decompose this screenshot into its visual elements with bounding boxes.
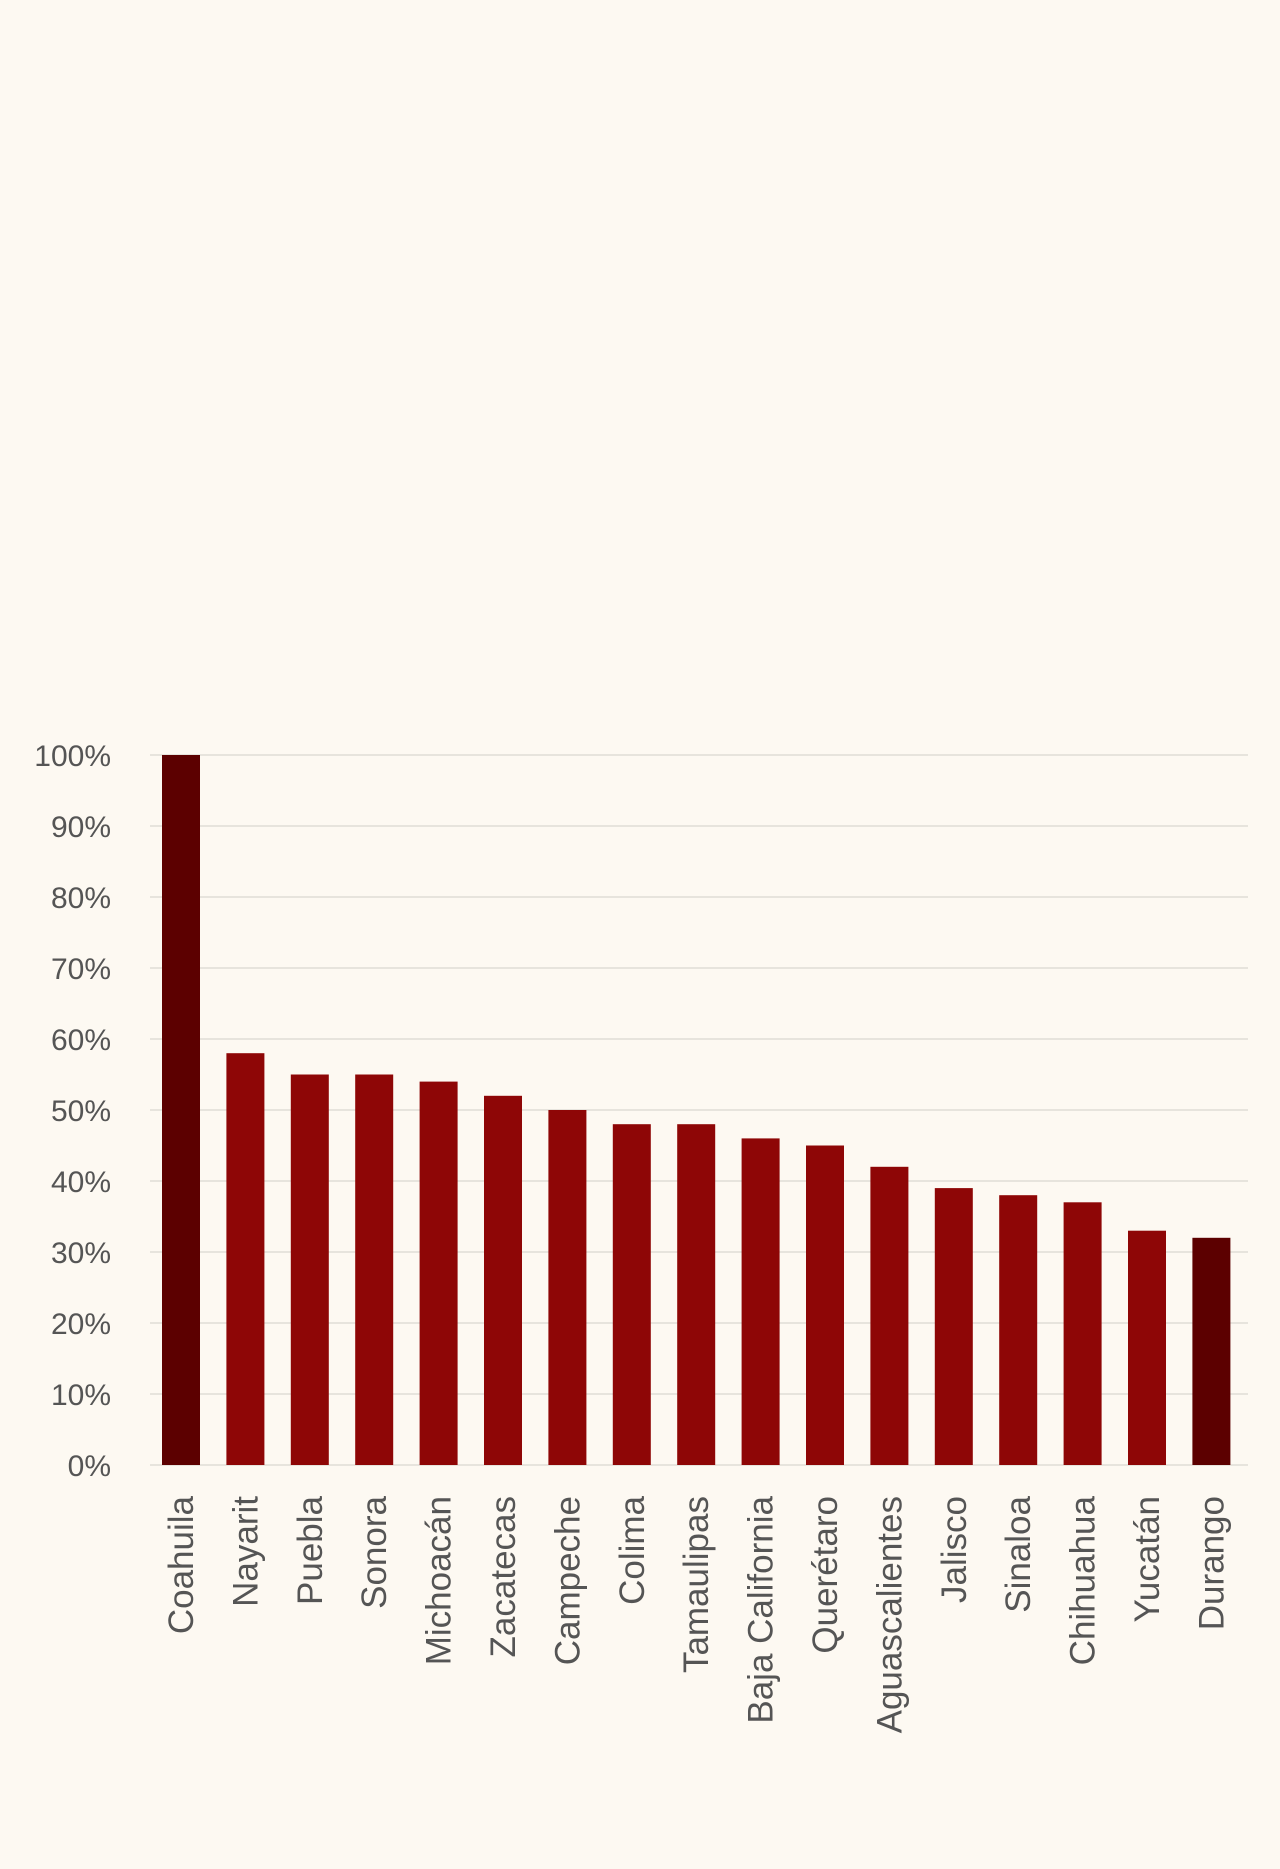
bar-durango (1192, 1237, 1231, 1465)
x-category-label-aguascalientes: Aguascalientes (870, 1496, 909, 1733)
bar-michoacán (419, 1081, 458, 1465)
y-tick-label-100: 100% (34, 740, 111, 773)
x-category-label-sonora: Sonora (355, 1495, 394, 1608)
bar-tamaulipas (677, 1124, 716, 1465)
x-category-label-baja-california: Baja California (742, 1495, 781, 1723)
y-tick-label-30: 30% (51, 1237, 111, 1270)
x-axis-category-labels: Coahuila Nayarit Puebla Sonora Michoacán Zaca… (162, 1495, 1231, 1733)
x-category-label-michoacán: Michoacán (420, 1496, 459, 1665)
y-tick-label-20: 20% (51, 1308, 111, 1341)
bar-campeche (548, 1110, 587, 1465)
y-tick-label-60: 60% (51, 1024, 111, 1057)
x-category-label-nayarit: Nayarit (226, 1496, 265, 1607)
bar-sonora (355, 1074, 394, 1465)
bar-nayarit (226, 1053, 265, 1465)
bar-querétaro (806, 1145, 844, 1465)
y-tick-label-40: 40% (51, 1166, 111, 1199)
x-category-label-jalisco: Jalisco (935, 1496, 974, 1603)
x-category-label-coahuila: Coahuila (162, 1495, 201, 1634)
bar-chihuahua (1063, 1202, 1102, 1465)
bar-jalisco (934, 1188, 973, 1465)
x-category-label-sinaloa: Sinaloa (999, 1495, 1038, 1612)
x-category-label-colima: Colima (613, 1495, 652, 1604)
bar-aguascalientes (870, 1166, 909, 1465)
y-tick-label-70: 70% (51, 953, 111, 986)
x-category-label-puebla: Puebla (291, 1495, 330, 1605)
x-category-label-campeche: Campeche (548, 1496, 587, 1665)
bars (162, 755, 1231, 1465)
y-axis-tick-labels: 0% 10% 20% 30% 40% 50% 60% 70% 80% 90% 100% (34, 740, 111, 1483)
x-category-label-tamaulipas: Tamaulipas (677, 1496, 716, 1673)
x-category-label-yucatán: Yucatán (1128, 1496, 1167, 1623)
y-tick-label-80: 80% (51, 882, 111, 915)
bar-sinaloa (999, 1195, 1038, 1465)
bar-colima (612, 1124, 651, 1465)
y-tick-label-90: 90% (51, 811, 111, 844)
bar-coahuila (162, 755, 200, 1465)
bar-yucatán (1128, 1230, 1166, 1465)
x-category-label-querétaro: Querétaro (806, 1496, 845, 1654)
x-category-label-chihuahua: Chihuahua (1064, 1495, 1103, 1665)
x-category-label-durango: Durango (1192, 1496, 1231, 1630)
y-tick-label-50: 50% (51, 1095, 111, 1128)
bar-puebla (290, 1074, 329, 1465)
bar-zacatecas (484, 1095, 522, 1465)
x-category-label-zacatecas: Zacatecas (484, 1496, 523, 1657)
y-tick-label-10: 10% (51, 1379, 111, 1412)
bar-baja-california (741, 1138, 780, 1465)
y-tick-label-0: 0% (68, 1450, 111, 1483)
